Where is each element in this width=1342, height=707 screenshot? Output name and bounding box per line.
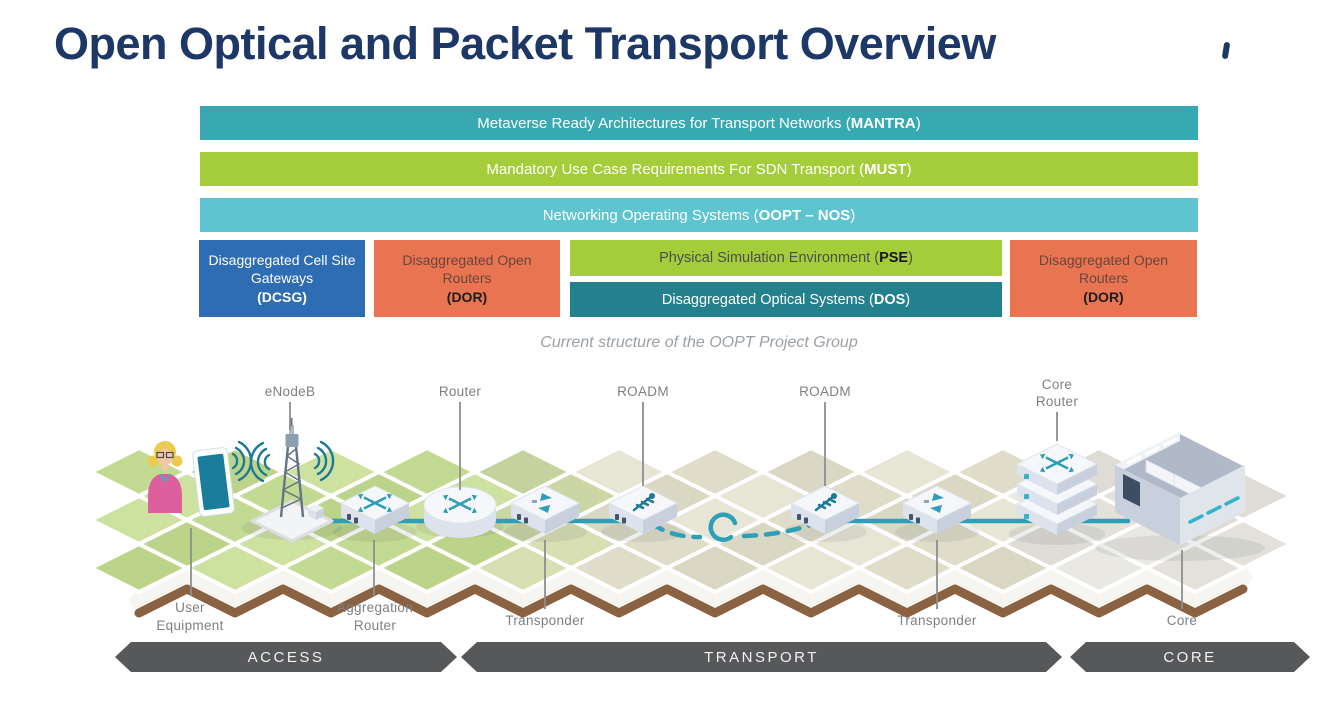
mantra-suffix: )	[915, 114, 921, 132]
nos-text: Networking Operating Systems (	[542, 206, 759, 224]
label-enodeb: eNodeB	[265, 384, 316, 399]
pse-suffix: )	[908, 250, 913, 266]
mantra-bar: Metaverse Ready Architectures for Transp…	[200, 106, 1198, 140]
dos-suffix: )	[905, 291, 911, 308]
pse-acronym: PSE	[879, 250, 909, 266]
dos-strip: Disaggregated Optical Systems (DOS)	[570, 282, 1002, 317]
wifi-waves-icon	[231, 440, 335, 483]
mantra-text: Metaverse Ready Architectures for Transp…	[477, 114, 851, 132]
dcsg-block: Disaggregated Cell Site Gateways (DCSG)	[199, 240, 365, 317]
label-core: Core	[1167, 613, 1197, 628]
pse-strip: Physical Simulation Environment (PSE)	[570, 240, 1002, 276]
dos-acronym: DOS	[873, 291, 906, 308]
label-aggregation-router-2: Router	[354, 618, 397, 633]
core-building	[1115, 432, 1245, 545]
label-core-router-1: Core	[1042, 377, 1072, 392]
dor-right-acronym: (DOR)	[1083, 288, 1124, 305]
dcsg-acronym: (DCSG)	[257, 288, 307, 305]
must-suffix: )	[906, 160, 912, 178]
device-labels: eNodeB Router ROADM ROADM Core Router Us…	[156, 377, 1197, 633]
dor-right-block: Disaggregated Open Routers (DOR)	[1010, 240, 1197, 317]
must-acronym: MUST	[864, 160, 907, 178]
dos-text: Disaggregated Optical Systems (	[661, 291, 874, 308]
pse-text: Physical Simulation Environment (	[659, 250, 880, 266]
leader-lines	[190, 402, 1183, 609]
nos-suffix: )	[850, 206, 856, 224]
label-transponder-right: Transponder	[897, 613, 977, 628]
page-title: Open Optical and Packet Transport Overvi…	[54, 18, 996, 69]
mantra-acronym: MANTRA	[850, 114, 916, 132]
must-bar: Mandatory Use Case Requirements For SDN …	[200, 152, 1198, 186]
access-ribbon: ACCESS	[115, 642, 457, 672]
label-aggregation-router-1: Aggregation	[337, 600, 413, 615]
label-core-router-2: Router	[1036, 394, 1079, 409]
shadows	[242, 516, 1265, 561]
transport-ribbon: TRANSPORT	[461, 642, 1062, 672]
router-device	[423, 486, 497, 538]
user-figure	[147, 441, 183, 513]
label-user-equipment-2: Equipment	[156, 618, 223, 633]
nos-acronym: OOPT – NOS	[758, 206, 851, 224]
dcsg-name: Disaggregated Cell Site Gateways	[208, 252, 356, 287]
dor-left-acronym: (DOR)	[446, 288, 488, 305]
enodeb-tower	[250, 418, 334, 543]
label-user-equipment-1: User	[175, 600, 205, 615]
dor-right-name: Disaggregated Open Routers	[1038, 252, 1169, 287]
label-router: Router	[439, 384, 482, 399]
must-text: Mandatory Use Case Requirements For SDN …	[486, 160, 865, 178]
structure-caption: Current structure of the OOPT Project Gr…	[540, 334, 858, 351]
core-ribbon: CORE	[1070, 642, 1310, 672]
dor-left-block: Disaggregated Open Routers (DOR)	[374, 240, 560, 317]
label-roadm-right: ROADM	[799, 384, 851, 399]
label-roadm-left: ROADM	[617, 384, 669, 399]
nos-bar: Networking Operating Systems (OOPT – NOS…	[200, 198, 1198, 232]
phone	[192, 447, 235, 517]
label-transponder-left: Transponder	[505, 613, 585, 628]
ground-underlayer	[130, 568, 1252, 618]
dor-left-name: Disaggregated Open Routers	[402, 252, 532, 287]
cable-loop	[708, 512, 738, 542]
